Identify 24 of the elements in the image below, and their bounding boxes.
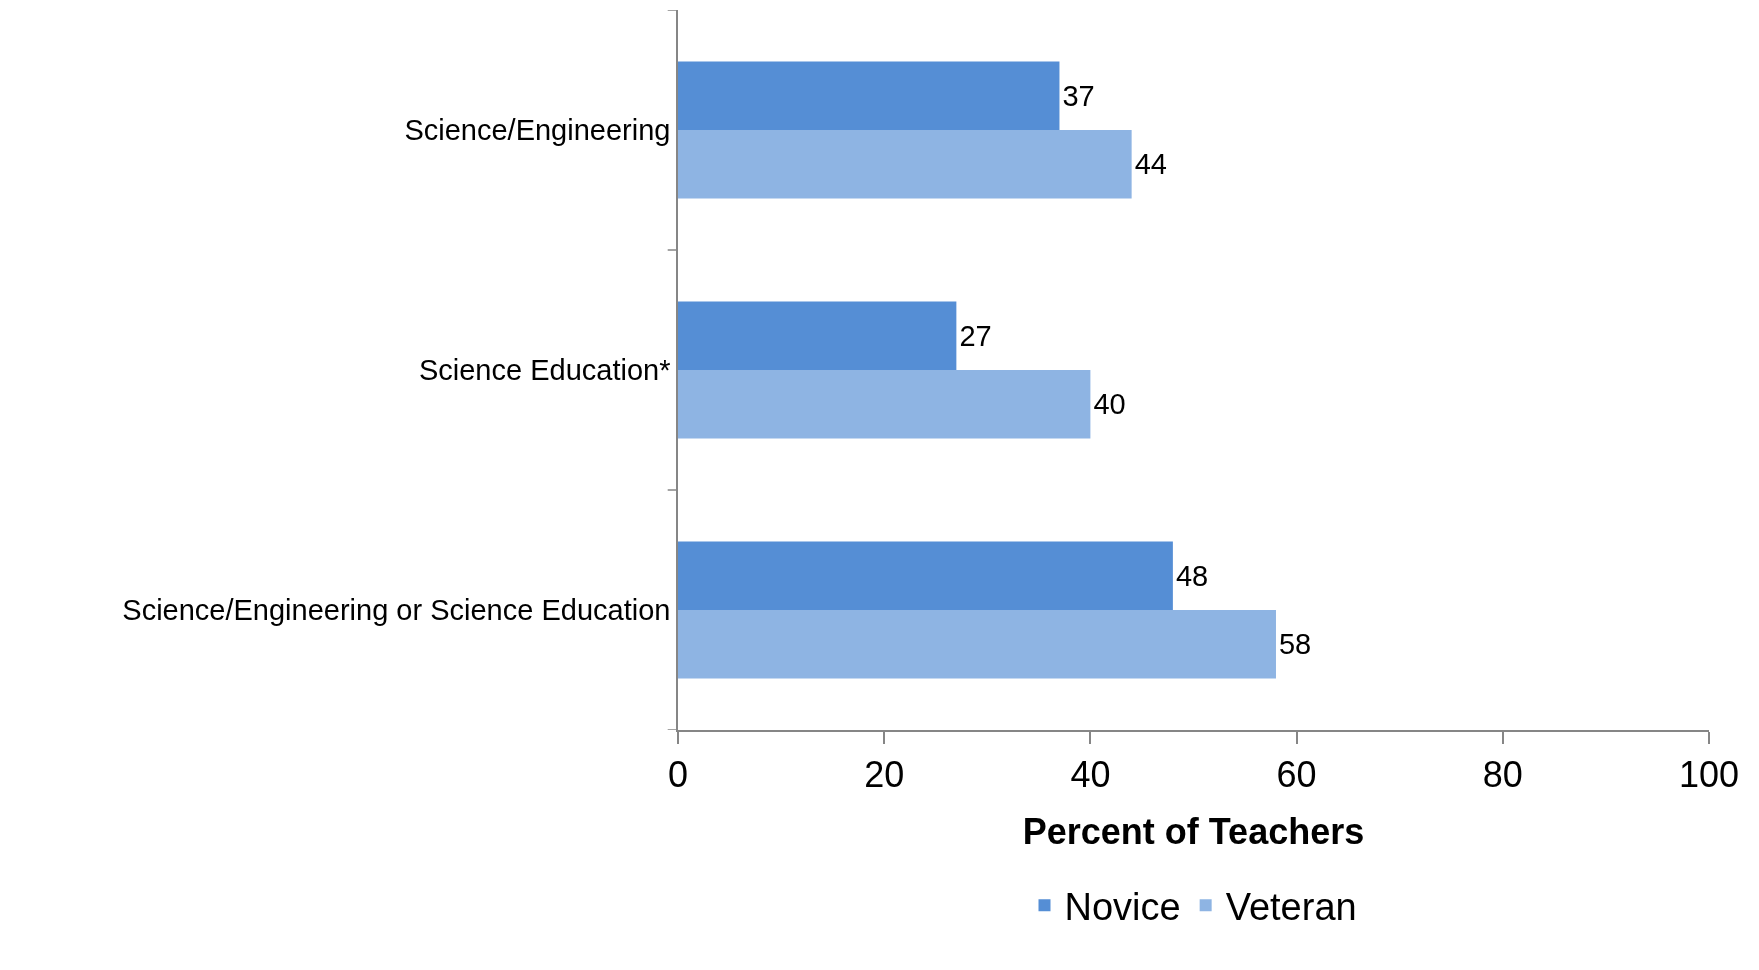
x-tick-label: 80	[1482, 753, 1523, 795]
y-tick-label: Science/Engineering or Science Education	[122, 594, 671, 627]
bar	[678, 130, 1132, 199]
data-label: 44	[1134, 148, 1167, 181]
data-label: 48	[1175, 559, 1209, 592]
bar	[678, 541, 1173, 610]
legend-label: Novice	[1064, 886, 1181, 929]
data-label: 58	[1278, 628, 1312, 661]
bar	[678, 61, 1060, 130]
bar	[678, 370, 1091, 439]
x-tick-label: 0	[667, 753, 689, 795]
legend-label: Veteran	[1225, 886, 1357, 929]
bar	[678, 610, 1276, 679]
y-tick-label: Science/Engineering	[404, 114, 671, 147]
x-tick-label: 40	[1070, 753, 1111, 795]
bar	[678, 301, 957, 370]
x-tick-label: 60	[1276, 753, 1317, 795]
data-label: 40	[1093, 388, 1126, 421]
x-tick-label: 100	[1678, 753, 1740, 795]
x-tick-label: 20	[864, 753, 905, 795]
data-label: 37	[1062, 79, 1095, 112]
data-label: 27	[959, 319, 992, 352]
x-axis-title: Percent of Teachers	[1022, 811, 1365, 853]
y-tick-label: Science Education*	[418, 354, 671, 387]
